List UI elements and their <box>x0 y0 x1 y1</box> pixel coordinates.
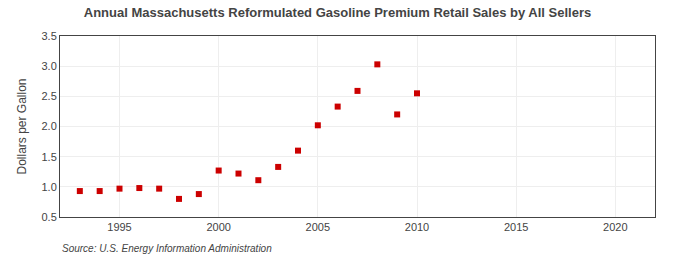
svg-text:2.0: 2.0 <box>42 120 57 132</box>
svg-text:2.5: 2.5 <box>42 90 57 102</box>
svg-text:2015: 2015 <box>504 221 528 233</box>
svg-text:2010: 2010 <box>405 221 429 233</box>
svg-text:1.0: 1.0 <box>42 181 57 193</box>
svg-text:1995: 1995 <box>107 221 131 233</box>
svg-text:2005: 2005 <box>306 221 330 233</box>
svg-text:Annual Massachusetts Reformula: Annual Massachusetts Reformulated Gasoli… <box>84 5 591 20</box>
svg-text:1.5: 1.5 <box>42 151 57 163</box>
svg-text:Dollars per Gallon: Dollars per Gallon <box>15 78 29 174</box>
svg-text:3.5: 3.5 <box>42 30 57 42</box>
svg-text:3.0: 3.0 <box>42 60 57 72</box>
svg-text:Source: U.S. Energy Informatio: Source: U.S. Energy Information Administ… <box>62 243 272 254</box>
svg-text:0.5: 0.5 <box>42 211 57 223</box>
svg-text:2020: 2020 <box>603 221 627 233</box>
svg-text:2000: 2000 <box>206 221 230 233</box>
